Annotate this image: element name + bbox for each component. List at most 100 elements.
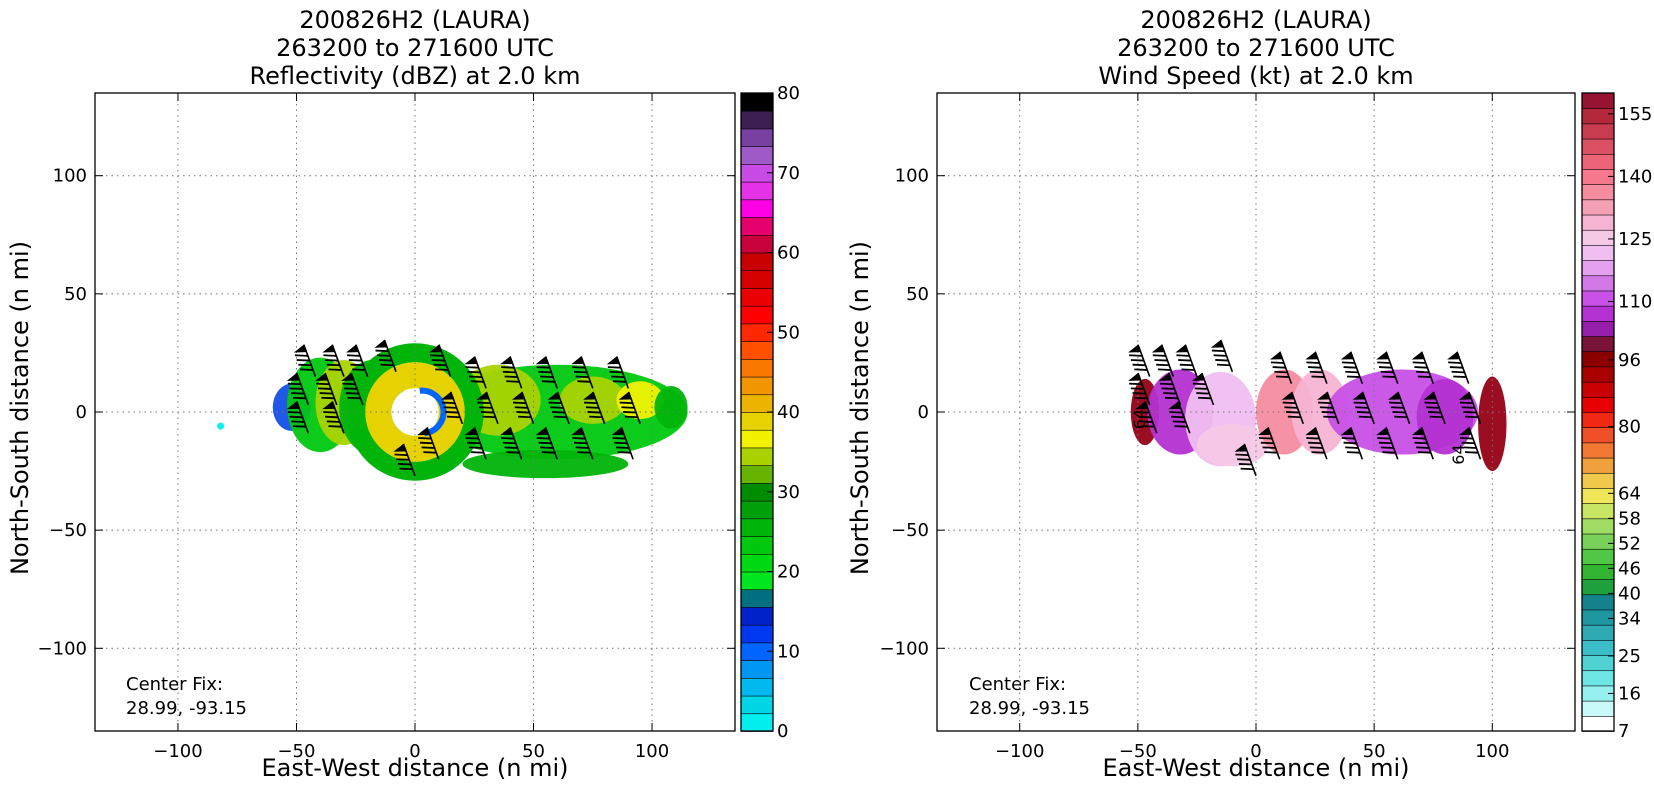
wind-barb-feather	[1453, 375, 1467, 378]
wind-wind-barb	[1158, 372, 1182, 406]
wind-barb-flag	[1376, 427, 1389, 436]
reflectivity-ytick-label: 100	[53, 166, 87, 187]
wind-barb-feather	[1259, 437, 1273, 440]
reflectivity-barb-flag	[322, 344, 335, 353]
reflectivity-wind-barb	[500, 356, 523, 389]
reflectivity-colorbar-segment	[740, 588, 774, 608]
wind-barb-feather	[1311, 375, 1325, 378]
wind-barb-feather	[1179, 363, 1193, 367]
wind-barb-feather	[1309, 370, 1323, 374]
reflectivity-wind-barb	[346, 344, 369, 377]
reflectivity-barb-feather	[418, 437, 432, 440]
wind-barb-feather	[1377, 361, 1391, 364]
wind-barb-feather	[1382, 451, 1396, 454]
reflectivity-barb-flag	[606, 356, 620, 365]
wind-colorbar-segment	[1581, 548, 1615, 565]
wind-barb-feather	[1216, 363, 1231, 367]
reflectivity-barb-feather	[445, 411, 459, 414]
wind-barb-feather	[1137, 415, 1151, 419]
reflectivity-barb-feather	[443, 406, 457, 409]
wind-barb-flag	[1168, 401, 1181, 410]
reflectivity-barb-feather	[421, 446, 435, 449]
reflectivity-colorbar-segment	[740, 411, 774, 431]
wind-colorbar-segment	[1581, 244, 1615, 261]
wind-barb-feather	[1270, 361, 1284, 364]
wind-barb-feather	[1172, 420, 1186, 423]
wind-wind-barb	[1376, 351, 1399, 384]
reflectivity-wind-barb	[500, 427, 523, 460]
reflectivity-barb-feather	[328, 368, 342, 371]
reflectivity-barb-feather	[550, 406, 564, 409]
wind-barb-feather	[1390, 406, 1404, 409]
reflectivity-barb-feather	[289, 387, 303, 390]
wind-barb-flag	[1411, 351, 1425, 360]
wind-colorbar-segment	[1581, 411, 1615, 428]
reflectivity-barb-feather	[468, 446, 483, 449]
wind-wind-barb	[1340, 351, 1364, 384]
reflectivity-barb-feather	[573, 370, 588, 374]
reflectivity-colorbar-label: 80	[777, 83, 800, 104]
reflectivity-colorbar-segment	[740, 659, 774, 679]
reflectivity-barb-feather	[344, 387, 358, 390]
reflectivity-xtick-label: −100	[153, 741, 202, 762]
wind-barb-feather	[1318, 401, 1332, 405]
reflectivity-barb-feather	[607, 366, 621, 369]
wind-barb-feather	[1287, 415, 1301, 419]
reflectivity-xlabel: East-West distance (n mi)	[261, 754, 568, 782]
wind-colorbar-segment	[1581, 624, 1615, 641]
wind-xtick-label: 100	[1475, 741, 1509, 762]
reflectivity-wind-barb	[583, 391, 606, 425]
wind-barb-feather	[1449, 366, 1463, 369]
reflectivity-wind-barb	[511, 391, 535, 425]
wind-colorbar-label: 96	[1618, 350, 1641, 371]
wind-barb-feather	[1141, 425, 1155, 428]
wind-wind-barb	[1135, 401, 1158, 434]
reflectivity-barb-feather	[584, 401, 598, 405]
wind-colorbar-label: 155	[1618, 104, 1652, 125]
wind-colorbar-segment	[1581, 381, 1615, 398]
wind-barb-feather	[1260, 441, 1274, 445]
wind-barb-staff	[1385, 427, 1399, 460]
reflectivity-barb-feather	[541, 451, 555, 454]
wind-colorbar-label: 46	[1618, 558, 1641, 579]
wind-title-line-2: 263200 to 271600 UTC	[1117, 34, 1395, 62]
wind-barb-feather	[1284, 406, 1298, 409]
reflectivity-title-line-2: 263200 to 271600 UTC	[276, 34, 554, 62]
reflectivity-barb-feather	[325, 359, 339, 362]
wind-barb-flag	[1191, 372, 1205, 381]
reflectivity-barb-feather	[378, 359, 392, 362]
wind-colorbar-segment	[1581, 457, 1615, 474]
wind-barb-feather	[1461, 406, 1475, 409]
reflectivity-colorbar-segment	[740, 464, 774, 484]
wind-barb-feather	[1169, 411, 1183, 414]
wind-barb-flag	[1281, 391, 1295, 400]
wind-barb-feather	[1262, 446, 1276, 449]
wind-barb-feather	[1194, 387, 1208, 390]
reflectivity-barb-feather	[323, 411, 337, 414]
wind-barb-staff	[1397, 391, 1411, 425]
reflectivity-barb-feather	[614, 441, 628, 445]
wind-barb-feather	[1134, 396, 1148, 400]
wind-barb-feather	[1341, 437, 1355, 440]
reflectivity-barb-flag	[464, 356, 478, 365]
reflectivity-barb-feather	[619, 401, 633, 405]
reflectivity-ytick-label: −100	[38, 638, 87, 659]
reflectivity-barb-flag	[440, 391, 454, 400]
wind-colorbar-segment	[1581, 214, 1615, 231]
reflectivity-barb-feather	[423, 451, 437, 454]
wind-colorbar-segment	[1581, 183, 1615, 201]
reflectivity-barb-feather	[482, 415, 496, 419]
wind-xtick-label: −100	[995, 741, 1044, 762]
reflectivity-barb-feather	[435, 368, 449, 371]
wind-wind-barb	[1210, 339, 1234, 373]
reflectivity-barb-feather	[551, 411, 566, 414]
reflectivity-barb-flag	[322, 401, 335, 410]
wind-barb-flag	[1305, 351, 1318, 360]
reflectivity-barb-feather	[294, 354, 308, 357]
reflectivity-colorbar-label: 0	[777, 721, 788, 742]
reflectivity-colorbar-label: 50	[777, 322, 800, 343]
reflectivity-barb-flag	[374, 339, 388, 348]
wind-colorbar-label: 140	[1618, 166, 1652, 187]
reflectivity-colorbar-segment	[740, 677, 774, 697]
